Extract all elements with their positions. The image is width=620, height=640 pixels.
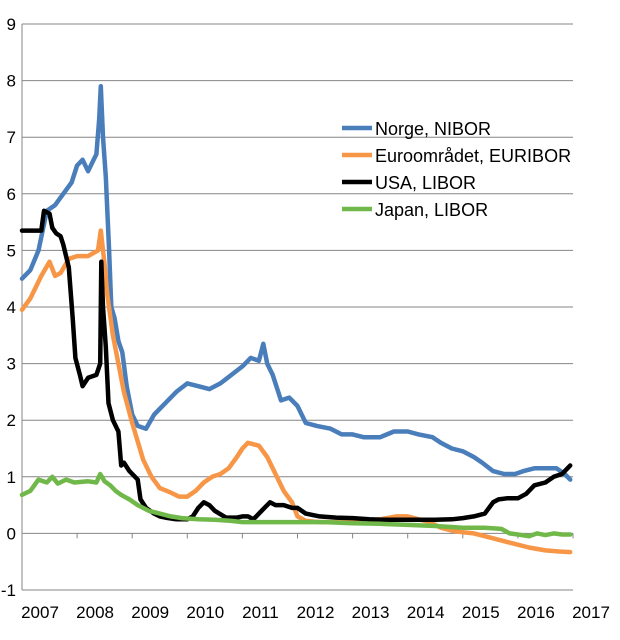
x-tick-label: 2012 (297, 603, 335, 622)
y-tick-label: 0 (7, 524, 16, 543)
legend-label-0: Norge, NIBOR (375, 119, 491, 139)
legend-label-2: USA, LIBOR (375, 173, 476, 193)
series-lines (19, 84, 573, 555)
legend-label-3: Japan, LIBOR (375, 200, 488, 220)
y-tick-label: -1 (1, 581, 16, 600)
y-axis-tick-labels: -1 0 1 2 3 4 5 6 7 8 9 (1, 15, 16, 600)
x-tick-label: 2013 (352, 603, 390, 622)
x-tick-label: 2008 (76, 603, 114, 622)
x-tick-label: 2011 (242, 603, 279, 622)
x-tick-label: 2010 (186, 603, 224, 622)
y-tick-label: 5 (7, 241, 16, 260)
y-tick-label: 6 (7, 185, 16, 204)
y-tick-label: 3 (7, 355, 16, 374)
series-line-3 (19, 471, 573, 539)
series-line-0 (19, 84, 573, 482)
y-tick-label: 7 (7, 128, 16, 147)
x-tick-label: 2016 (517, 603, 555, 622)
x-tick-label: 2009 (131, 603, 169, 622)
x-tick-label: 2007 (21, 603, 59, 622)
y-tick-label: 2 (7, 411, 16, 430)
x-tick-label: 2014 (407, 603, 445, 622)
y-tick-label: 1 (7, 468, 16, 487)
x-tick-label: 2017 (572, 603, 610, 622)
legend: Norge, NIBOR Euroområdet, EURIBOR USA, LIB… (342, 119, 571, 220)
y-tick-label: 8 (7, 72, 16, 91)
x-axis-tick-labels: 2007 2008 2009 2010 2011 2012 2013 2014 2015 2016… (21, 603, 610, 622)
series-line-1 (19, 228, 573, 555)
y-tick-label: 4 (7, 298, 16, 317)
x-tick-label: 2015 (462, 603, 500, 622)
series-line-2 (19, 208, 573, 523)
y-tick-label: 9 (7, 15, 16, 34)
legend-label-1: Euroområdet, EURIBOR (375, 146, 571, 166)
